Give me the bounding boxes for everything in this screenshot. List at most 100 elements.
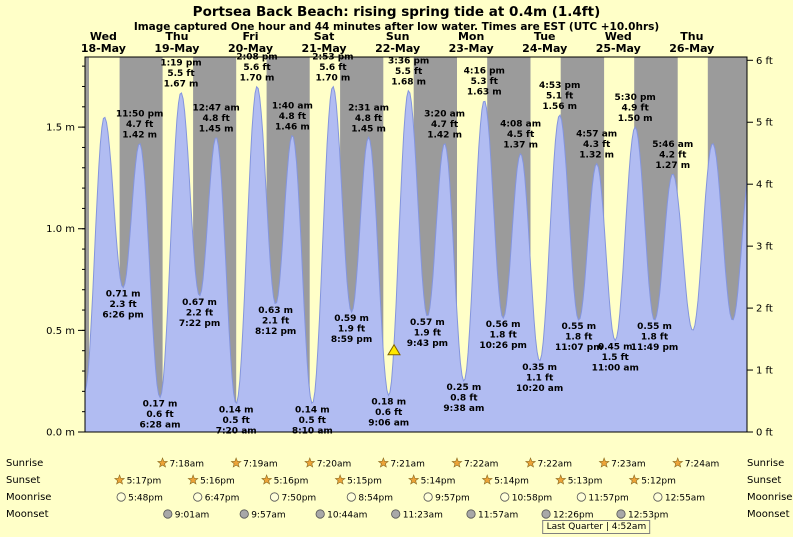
- high-tide-annotation-line: 11:50 pm: [116, 109, 164, 119]
- moonrise-icon: [500, 492, 510, 502]
- high-tide-annotation-line: 5.5 ft: [167, 69, 195, 79]
- sunrise-time: 7:22am: [538, 460, 573, 470]
- low-tide-annotation-line: 1.1 ft: [526, 373, 554, 383]
- day-label-date: 19-May: [154, 42, 199, 55]
- day-label-date: 23-May: [449, 42, 494, 55]
- sunrise-star-icon: [451, 457, 463, 468]
- high-tide-annotation-line: 5.3 ft: [471, 77, 499, 87]
- high-tide-annotation-line: 3:36 pm: [388, 57, 429, 67]
- sunrise-time: 7:18am: [170, 460, 205, 470]
- moonrise-time: 10:58pm: [512, 494, 552, 504]
- high-tide-annotation-line: 1.45 m: [199, 124, 234, 134]
- high-tide-annotation-line: 1:19 pm: [160, 59, 201, 69]
- y-axis-label-right: 5 ft: [756, 118, 773, 129]
- low-tide-annotation-line: 0.8 ft: [450, 394, 478, 404]
- low-tide-annotation-line: 0.6 ft: [146, 410, 174, 420]
- low-tide-annotation-line: 9:06 am: [368, 418, 409, 428]
- high-tide-annotation-line: 1.56 m: [542, 102, 577, 112]
- high-tide-annotation-line: 1.70 m: [240, 73, 275, 83]
- high-tide-annotation-line: 1:40 am: [272, 101, 313, 111]
- sunset-time: 5:16pm: [200, 477, 235, 487]
- day-label-date: 22-May: [375, 42, 420, 55]
- moonset-icon: [239, 509, 249, 519]
- day-label-weekday: Fri: [242, 30, 258, 43]
- low-tide-annotation-line: 8:12 pm: [255, 327, 296, 337]
- sunset-star-icon: [334, 474, 346, 485]
- low-tide-annotation-line: 11:49 pm: [631, 343, 679, 353]
- moonset-time: 9:01am: [175, 511, 210, 521]
- high-tide-annotation-line: 5.1 ft: [546, 91, 574, 101]
- low-tide-annotation-line: 7:20 am: [216, 427, 257, 437]
- sunset-row-label-left: Sunset: [6, 475, 41, 486]
- moonset-time: 11:23am: [403, 511, 443, 521]
- y-axis-label-left: 0.5 m: [46, 326, 75, 337]
- day-label-date: 20-May: [228, 42, 273, 55]
- y-axis-label-right: 1 ft: [756, 366, 773, 377]
- high-tide-annotation-line: 4:53 pm: [539, 81, 580, 91]
- high-tide-annotation-line: 4:57 am: [576, 130, 617, 140]
- sunset-star-icon: [628, 474, 640, 485]
- moonrise-time: 8:54pm: [358, 494, 393, 504]
- moonrise-icon: [269, 492, 280, 502]
- sunrise-row-label-left: Sunrise: [6, 458, 44, 469]
- moonset-time: 12:26pm: [553, 511, 593, 521]
- day-label-weekday: Thu: [680, 30, 703, 43]
- sunset-star-icon: [555, 474, 567, 485]
- low-tide-annotation-line: 2.1 ft: [262, 316, 290, 326]
- moonrise-time: 12:55am: [665, 494, 705, 504]
- tide-curve: [84, 85, 748, 405]
- high-tide-annotation-line: 1.67 m: [164, 80, 199, 90]
- sunset-time: 5:17pm: [127, 477, 162, 487]
- moonset-time: 9:57am: [251, 511, 286, 521]
- low-tide-annotation-line: 0.55 m: [561, 322, 596, 332]
- moonset-time: 12:53pm: [628, 511, 668, 521]
- high-tide-annotation-line: 5.5 ft: [395, 67, 423, 77]
- sunset-time: 5:16pm: [274, 477, 309, 487]
- high-tide-annotation-line: 4.3 ft: [583, 140, 611, 150]
- sunset-time: 5:13pm: [568, 477, 603, 487]
- moonrise-time: 6:47pm: [205, 494, 240, 504]
- sunset-star-icon: [408, 474, 420, 485]
- high-tide-annotation-line: 5.6 ft: [243, 63, 271, 73]
- high-tide-annotation-line: 4.7 ft: [431, 120, 459, 130]
- low-tide-annotation-line: 0.14 m: [219, 406, 254, 416]
- low-tide-annotation-line: 0.55 m: [637, 322, 672, 332]
- high-tide-annotation-line: 4:16 pm: [464, 67, 505, 77]
- low-tide-annotation-line: 6:28 am: [140, 420, 181, 430]
- low-tide-annotation-line: 1.8 ft: [641, 333, 669, 343]
- low-tide-annotation-line: 0.25 m: [447, 383, 482, 393]
- low-tide-annotation-line: 1.8 ft: [565, 333, 593, 343]
- sunrise-star-icon: [230, 457, 242, 468]
- low-tide-annotation-line: 9:38 am: [443, 404, 484, 414]
- high-tide-annotation-line: 2:08 pm: [236, 52, 277, 62]
- low-tide-annotation-line: 8:59 pm: [331, 335, 372, 345]
- y-axis-label-right: 3 ft: [756, 242, 773, 253]
- high-tide-annotation-line: 5:46 am: [652, 140, 693, 150]
- high-tide-annotation-line: 1.45 m: [351, 124, 386, 134]
- moonrise-time: 5:48pm: [128, 494, 163, 504]
- sunrise-time: 7:23am: [611, 460, 646, 470]
- low-tide-annotation-line: 0.17 m: [143, 399, 178, 409]
- moonset-icon: [616, 509, 626, 519]
- low-tide-annotation-line: 0.45 m: [598, 343, 633, 353]
- high-tide-annotation-line: 4.8 ft: [279, 112, 307, 122]
- night-band: [85, 57, 89, 432]
- low-tide-annotation-line: 1.8 ft: [489, 331, 517, 341]
- sunrise-star-icon: [377, 457, 389, 468]
- day-label-date: 18-May: [81, 42, 126, 55]
- sunrise-star-icon: [304, 457, 316, 468]
- moonrise-time: 9:57pm: [435, 494, 470, 504]
- low-tide-annotation-line: 0.18 m: [371, 397, 406, 407]
- sunset-time: 5:15pm: [347, 477, 382, 487]
- moonset-icon: [541, 509, 551, 519]
- day-label-date: 25-May: [596, 42, 641, 55]
- low-tide-annotation-line: 1.9 ft: [414, 329, 442, 339]
- high-tide-annotation-line: 1.32 m: [579, 151, 614, 161]
- moonset-icon: [163, 509, 173, 519]
- moonset-icon: [315, 509, 325, 519]
- high-tide-annotation-line: 1.37 m: [503, 141, 538, 151]
- low-tide-annotation-line: 0.59 m: [334, 314, 369, 324]
- sunset-row-label-right: Sunset: [747, 475, 782, 486]
- sunset-star-icon: [187, 474, 199, 485]
- moonrise-row-label-right: Moonrise: [747, 492, 793, 503]
